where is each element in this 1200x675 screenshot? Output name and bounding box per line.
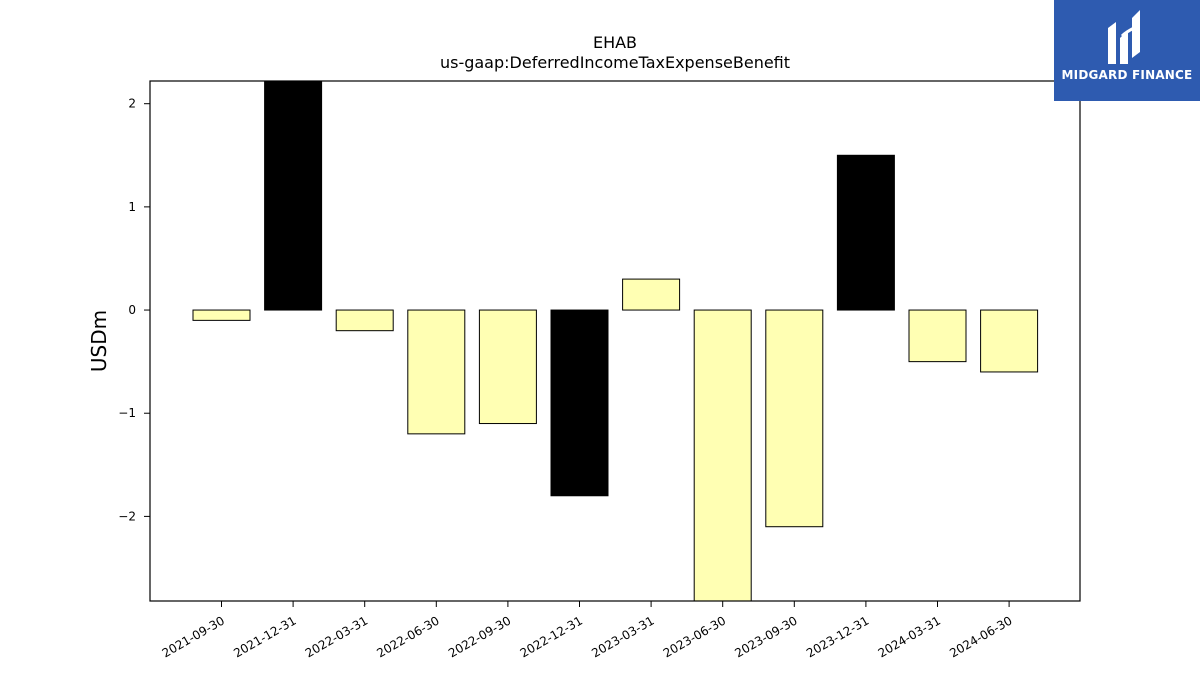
x-tick-label: 2023-06-30 [661,613,728,660]
x-axis: 2021-09-30 2021-12-31 2022-03-31 2022-06-30… [160,601,1015,660]
x-tick-label: 2022-06-30 [374,613,441,660]
bar-2023-12-31 [836,154,895,311]
x-tick-label: 2022-03-31 [303,613,370,660]
bar-2021-09-30 [192,309,251,321]
bar-2022-06-30 [407,309,466,435]
x-tick-label: 2023-12-31 [804,613,871,660]
x-tick-label: 2024-06-30 [947,613,1014,660]
bar-2021-12-31 [264,81,323,311]
bar-2023-03-31 [622,278,681,311]
brand-logo: MIDGARD FINANCE [1054,0,1200,101]
chart-title: EHAB [593,33,637,52]
x-tick-label: 2021-12-31 [231,613,298,660]
y-tick-label: 2 [128,97,136,111]
bar-2022-12-31 [550,309,609,497]
bar-2023-06-30 [693,309,752,601]
chart-subtitle: us-gaap:DeferredIncomeTaxExpenseBenefit [440,53,790,72]
bars-group [192,81,1039,601]
plot-frame [149,80,1081,602]
x-tick-label: 2023-09-30 [732,613,799,660]
x-tick-label: 2023-03-31 [589,613,656,660]
bar-2022-09-30 [478,309,537,425]
bar-2022-03-31 [335,309,394,332]
x-tick-label: 2021-09-30 [160,613,227,660]
y-tick-label: −1 [118,406,136,420]
x-tick-label: 2024-03-31 [876,613,943,660]
x-tick-label: 2022-09-30 [446,613,513,660]
y-axis: 2 1 0 −1 −2 [118,97,150,523]
bar-2024-03-31 [908,309,967,363]
bar-2024-06-30 [980,309,1039,373]
y-tick-label: 1 [128,200,136,214]
bar-2023-09-30 [765,309,824,528]
y-tick-label: 0 [128,303,136,317]
y-axis-label: USDm [87,310,111,372]
brand-name: MIDGARD FINANCE [1061,68,1193,82]
y-tick-label: −2 [118,509,136,523]
x-tick-label: 2022-12-31 [518,613,585,660]
midgard-logo-icon [1108,10,1140,64]
